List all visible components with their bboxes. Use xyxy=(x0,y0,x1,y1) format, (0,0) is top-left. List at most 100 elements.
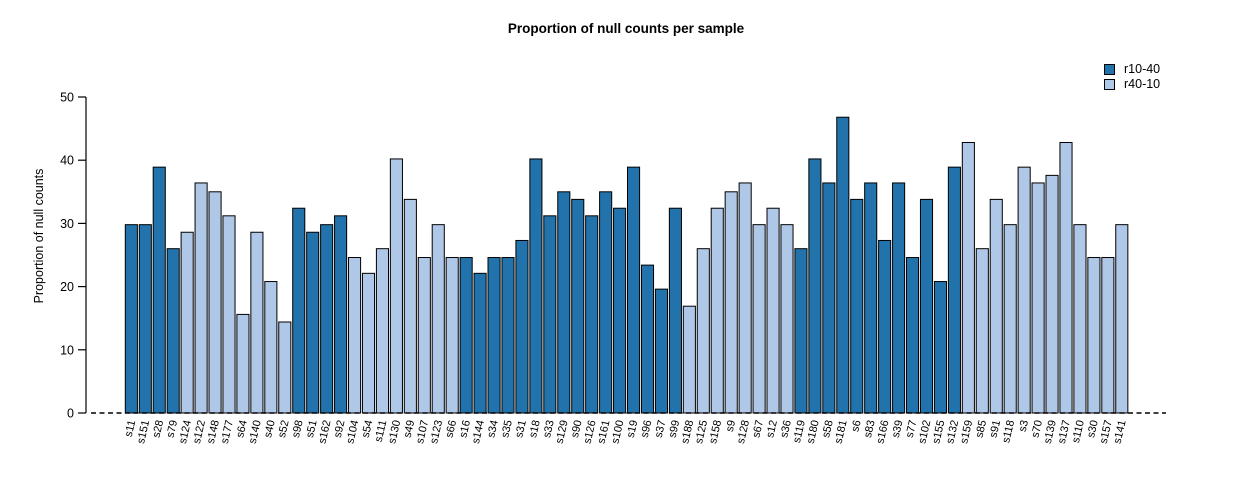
bar-s40 xyxy=(264,281,278,414)
bar-s155 xyxy=(933,281,948,414)
x-tick-label-s85: s85 xyxy=(974,419,990,439)
bar-s140 xyxy=(250,231,264,414)
x-tick-label-s35: s35 xyxy=(499,419,515,439)
x-tick-label-s118: s118 xyxy=(1000,419,1017,444)
x-tick-label-s91: s91 xyxy=(987,419,1003,439)
bar-s118 xyxy=(1003,224,1017,414)
x-tick-label-s111: s111 xyxy=(373,419,390,443)
bar-s98 xyxy=(292,207,306,414)
x-tick-label-s124: s124 xyxy=(177,419,194,445)
x-tick-label-s104: s104 xyxy=(344,419,361,445)
x-tick-label-s107: s107 xyxy=(414,419,431,445)
bar-s79 xyxy=(166,248,180,414)
x-tick-label-s162: s162 xyxy=(317,419,334,445)
x-tick-label-s139: s139 xyxy=(1042,419,1059,445)
bar-s37 xyxy=(654,288,669,414)
x-tick-label-s96: s96 xyxy=(639,419,655,439)
x-tick-label-s99: s99 xyxy=(667,419,683,439)
bar-s34 xyxy=(487,257,501,414)
x-tick-label-s70: s70 xyxy=(1029,419,1045,439)
x-tick-label-s40: s40 xyxy=(262,419,278,439)
bar-s16 xyxy=(459,257,473,414)
x-tick-label-s181: s181 xyxy=(833,419,850,445)
bar-s36 xyxy=(780,224,794,414)
bar-s54 xyxy=(361,272,376,414)
bar-s92 xyxy=(334,215,348,414)
x-tick-label-s16: s16 xyxy=(457,419,473,439)
bar-s159 xyxy=(961,142,975,414)
bar-s161 xyxy=(599,191,613,414)
bar-s123 xyxy=(431,224,445,414)
x-tick-label-s122: s122 xyxy=(191,419,208,445)
bar-s130 xyxy=(389,158,403,414)
x-tick-label-s166: s166 xyxy=(875,419,892,445)
x-tick-label-s125: s125 xyxy=(693,419,710,445)
x-tick-label-s19: s19 xyxy=(625,419,641,439)
bar-s132 xyxy=(947,166,961,414)
x-tick-label-s33: s33 xyxy=(541,419,557,439)
bar-s12 xyxy=(766,207,780,414)
x-tick-label-s129: s129 xyxy=(554,419,571,445)
bar-s141 xyxy=(1115,224,1129,414)
bar-s119 xyxy=(794,248,808,414)
bar-s58 xyxy=(822,182,836,414)
x-tick-label-s126: s126 xyxy=(582,419,599,445)
x-tick-label-s141: s141 xyxy=(1112,419,1129,445)
bar-s9 xyxy=(724,191,738,414)
x-tick-label-s52: s52 xyxy=(276,419,292,439)
bar-s70 xyxy=(1031,182,1045,414)
bar-s188 xyxy=(682,305,696,414)
x-tick-label-s3: s3 xyxy=(1017,419,1031,433)
x-tick-label-s161: s161 xyxy=(596,419,613,445)
bar-s67 xyxy=(752,224,766,414)
bar-s177 xyxy=(222,215,236,414)
bar-s129 xyxy=(557,191,571,414)
bar-s137 xyxy=(1059,142,1073,414)
legend-label-r10-40: r10-40 xyxy=(1124,62,1161,76)
bar-s100 xyxy=(613,207,627,414)
bar-s124 xyxy=(180,231,194,414)
x-tick-label-s100: s100 xyxy=(609,419,626,445)
x-tick-label-s158: s158 xyxy=(707,419,724,445)
bar-s96 xyxy=(640,264,655,414)
bar-s122 xyxy=(194,182,208,414)
bar-s125 xyxy=(696,248,710,414)
x-tick-label-s157: s157 xyxy=(1098,419,1115,445)
x-tick-label-s102: s102 xyxy=(916,419,933,445)
x-tick-label-s11: s11 xyxy=(123,419,138,438)
x-tick-label-s18: s18 xyxy=(527,419,543,439)
x-tick-label-s130: s130 xyxy=(386,419,403,445)
x-tick-label-s98: s98 xyxy=(290,419,306,439)
bar-s104 xyxy=(348,257,362,414)
bar-s39 xyxy=(892,182,906,414)
bar-s128 xyxy=(738,182,752,414)
bar-s83 xyxy=(864,182,878,414)
x-tick-label-s54: s54 xyxy=(360,419,376,439)
x-tick-label-s144: s144 xyxy=(470,419,487,445)
y-tick-label: 0 xyxy=(67,407,74,421)
bar-s31 xyxy=(515,239,529,414)
x-tick-label-s92: s92 xyxy=(332,419,348,439)
bar-s162 xyxy=(320,224,334,414)
bar-s64 xyxy=(236,313,250,414)
x-tick-label-s64: s64 xyxy=(234,419,250,439)
bar-s85 xyxy=(975,248,989,414)
bar-s77 xyxy=(906,257,920,414)
legend-item-r40-10: r40-10 xyxy=(1104,76,1161,91)
bar-s180 xyxy=(808,158,822,414)
bar-s28 xyxy=(152,166,166,414)
x-tick-label-s119: s119 xyxy=(791,419,808,444)
bar-s144 xyxy=(473,272,487,414)
bar-s139 xyxy=(1045,174,1059,414)
bar-s90 xyxy=(571,198,585,414)
x-tick-label-s77: s77 xyxy=(904,419,920,439)
x-tick-label-s36: s36 xyxy=(778,419,794,439)
x-tick-label-s6: s6 xyxy=(849,419,863,433)
y-tick-label: 50 xyxy=(60,91,74,105)
x-tick-label-s67: s67 xyxy=(750,419,766,439)
x-tick-label-s79: s79 xyxy=(164,419,180,439)
y-tick-label: 10 xyxy=(60,343,74,357)
legend-label-r40-10: r40-10 xyxy=(1124,76,1161,91)
bar-s166 xyxy=(878,239,892,414)
legend: r10-40 r40-10 xyxy=(1104,62,1161,93)
